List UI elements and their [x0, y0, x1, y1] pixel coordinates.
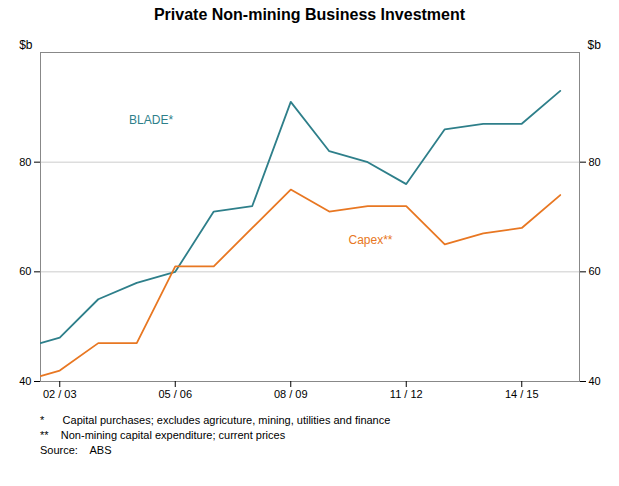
svg-text:$b: $b [19, 38, 33, 52]
html-text:Source: ABS: Source: ABS [40, 444, 112, 456]
svg-text:05 / 06: 05 / 06 [158, 388, 192, 400]
svg-text:BLADE*: BLADE* [129, 113, 173, 127]
svg-text:Capex**: Capex** [349, 233, 393, 247]
html-text:Private Non-mining Business In: Private Non-mining Business Investment [153, 6, 466, 23]
svg-text:60: 60 [19, 265, 31, 277]
html-text:** Non-mining capital expendit: ** Non-mining capital expenditure; curre… [40, 429, 286, 441]
svg-text:40: 40 [19, 375, 31, 387]
svg-text:02 / 03: 02 / 03 [43, 388, 77, 400]
svg-text:$b: $b [588, 38, 602, 52]
svg-text:14 / 15: 14 / 15 [505, 388, 539, 400]
svg-text:08 / 09: 08 / 09 [274, 388, 308, 400]
svg-text:60: 60 [589, 265, 601, 277]
svg-text:11 / 12: 11 / 12 [390, 388, 423, 400]
html-text:* Capital purchases; excludes: * Capital purchases; excludes agricuture… [40, 414, 391, 426]
svg-text:80: 80 [19, 156, 31, 168]
svg-text:40: 40 [589, 375, 601, 387]
svg-text:80: 80 [589, 156, 601, 168]
